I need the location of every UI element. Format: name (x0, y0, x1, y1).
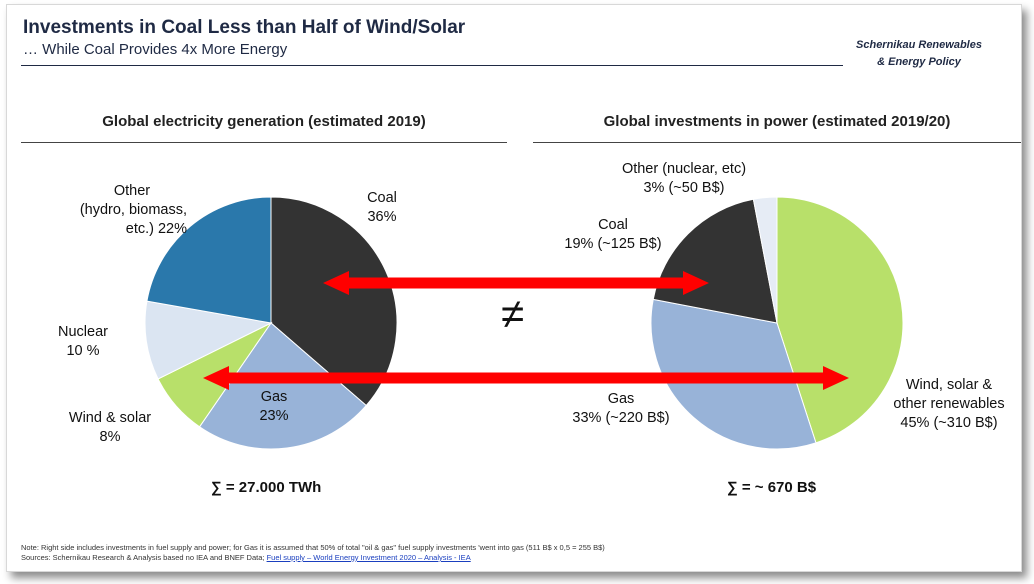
footnote-sources: Sources: Schernikau Research & Analysis … (21, 553, 471, 562)
renewables-comparison-arrow (203, 366, 849, 390)
slide-subtitle: … While Coal Provides 4x More Energy (23, 41, 288, 58)
pie-left-slice-gas (198, 322, 367, 450)
right-label-other: Other (nuclear, etc) 3% (~50 B$) (621, 161, 747, 196)
slide-title: Investments in Coal Less than Half of Wi… (23, 17, 466, 38)
left-label-nuclear: Nuclear 10 % (58, 324, 108, 359)
pie-left-slice-nuclear (144, 300, 273, 380)
brand-line-2: & Energy Policy (877, 56, 961, 68)
not-equal-symbol: ≠ (501, 290, 525, 337)
coal-comparison-arrow (323, 271, 709, 295)
left-label-wind-solar: Wind & solar 8% (68, 410, 152, 445)
right-label-coal: Coal 19% (~125 B$) (564, 217, 662, 252)
source-link[interactable]: Fuel supply – World Energy Investment 20… (266, 553, 471, 562)
right-chart-divider (533, 142, 1021, 143)
footnote-note: Note: Right side includes investments in… (21, 543, 605, 552)
title-divider (21, 65, 843, 66)
slide: Investments in Coal Less than Half of Wi… (6, 4, 1022, 572)
pie-right-slice-other-nuclear-etc (752, 196, 778, 324)
left-label-other: Other (hydro, biomass, etc.) 22% (79, 183, 187, 237)
pie-left-slice-other-hydro-biomass-etc (146, 196, 272, 324)
left-label-coal: Coal 36% (367, 190, 397, 225)
left-chart-divider (21, 142, 507, 143)
right-total: ∑ = ~ 670 B$ (727, 479, 817, 496)
footnote: Note: Right side includes investments in… (21, 543, 605, 563)
right-label-renewables: Wind, solar & other renewables 45% (~310 B… (893, 377, 1005, 431)
left-total: ∑ = 27.000 TWh (211, 479, 322, 496)
left-label-gas: Gas 23% (259, 389, 289, 424)
pie-charts-svg (144, 196, 904, 450)
right-label-gas: Gas 33% (~220 B$) (572, 391, 670, 426)
brand-line-1: Schernikau Renewables (856, 39, 982, 51)
right-chart-title: Global investments in power (estimated 2… (603, 113, 951, 130)
left-chart-title: Global electricity generation (estimated… (102, 113, 426, 130)
brand-text: Schernikau Renewables & Energy Policy (829, 37, 1009, 71)
